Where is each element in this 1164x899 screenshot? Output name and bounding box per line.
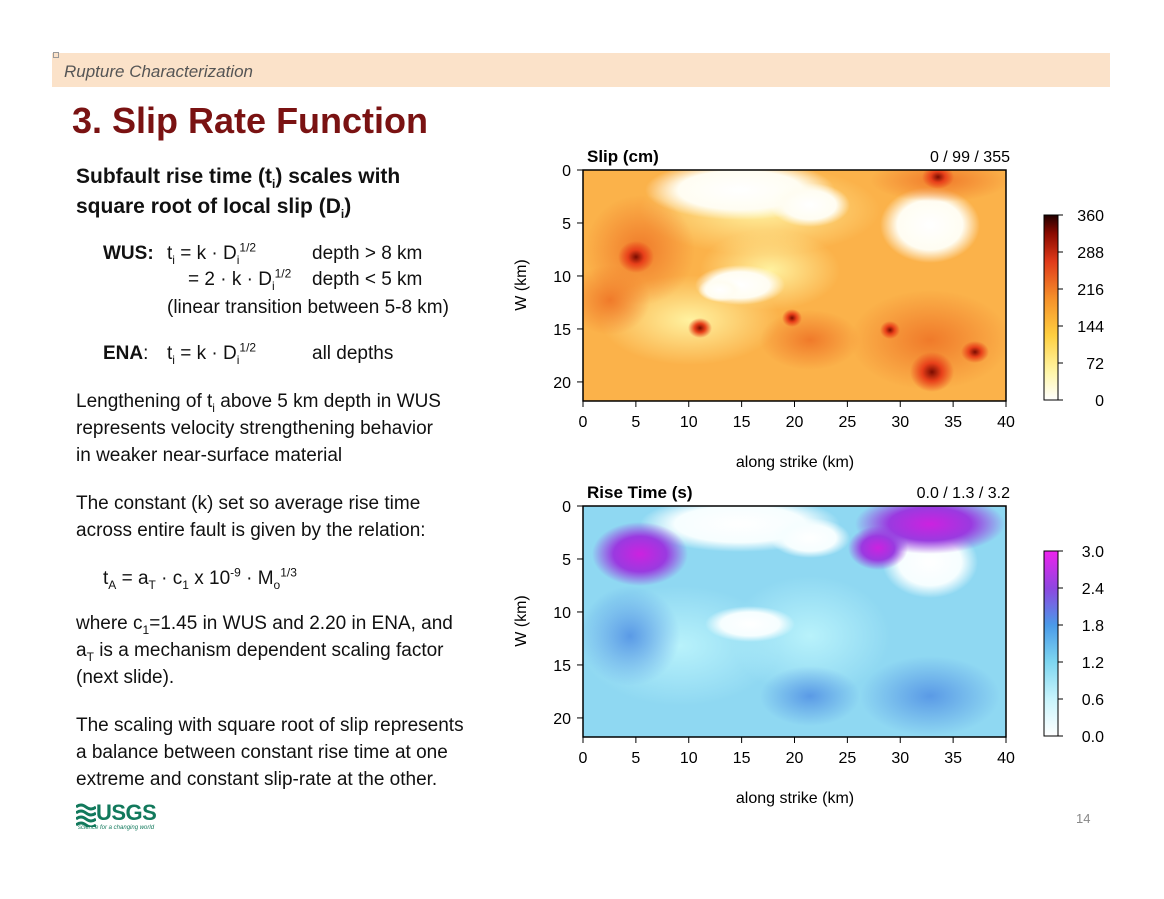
rt-xtick-label: 0	[579, 750, 588, 767]
ena-row: ENA:	[103, 343, 149, 364]
slip-xtick-label: 35	[944, 414, 962, 431]
slip-xtick-label: 40	[997, 414, 1015, 431]
page-number: 14	[1076, 811, 1091, 826]
rise-time-xlabel: along strike (km)	[736, 790, 854, 807]
rt-xtick-label: 35	[944, 750, 962, 767]
paragraph-constant: The constant (k) set so average rise tim…	[76, 493, 426, 541]
ena-cond: all depths	[312, 343, 394, 364]
rt-cb-label: 1.2	[1082, 655, 1104, 672]
rt-ytick-label: 0	[562, 499, 571, 516]
rt-cb-label: 0.0	[1082, 729, 1104, 746]
slip-ytick-label: 20	[553, 375, 571, 392]
slip-xlabel: along strike (km)	[736, 454, 854, 471]
slip-cb-label: 0	[1095, 393, 1104, 410]
rt-xtick-label: 30	[891, 750, 909, 767]
slip-cb-label: 72	[1086, 356, 1104, 373]
usgs-wave-icon	[76, 803, 96, 827]
slip-cb-label: 216	[1077, 282, 1104, 299]
slip-cb-label: 144	[1077, 319, 1104, 336]
slip-xtick-label: 30	[891, 414, 909, 431]
paragraph-lengthening: Lengthening of ti above 5 km depth in WU…	[76, 391, 441, 466]
slip-ytick-label: 0	[562, 163, 571, 180]
rt-xtick-label: 20	[786, 750, 804, 767]
rt-xtick-label: 40	[997, 750, 1015, 767]
paragraph-scaling: The scaling with square root of slip rep…	[76, 715, 464, 790]
rt-cb-label: 0.6	[1082, 692, 1104, 709]
rt-ytick-label: 5	[562, 552, 571, 569]
rt-ytick-label: 10	[553, 605, 571, 622]
slip-colorbar	[1043, 214, 1059, 401]
rt-cb-label: 3.0	[1082, 544, 1104, 561]
slip-cb-label: 360	[1077, 208, 1104, 225]
section-banner: Rupture Characterization	[52, 53, 1110, 87]
slip-ytick-label: 10	[553, 269, 571, 286]
rt-cb-label: 1.8	[1082, 618, 1104, 635]
corner-marker	[53, 52, 59, 58]
wus-cond-2: depth < 5 km	[312, 269, 423, 290]
heading: Subfault rise time (ti) scales with squa…	[76, 165, 401, 222]
wus-label: WUS:	[103, 243, 154, 264]
rt-ytick-label: 15	[553, 658, 571, 675]
wus-eq-2: = 2 · k · Di1/2	[188, 266, 292, 293]
wus-transition: (linear transition between 5-8 km)	[167, 297, 449, 318]
section-label: Rupture Characterization	[64, 62, 253, 81]
slip-xtick-label: 0	[579, 414, 588, 431]
slip-xtick-label: 20	[786, 414, 804, 431]
rise-time-map: Rise Time (s) 0.0 / 1.3 / 3.2 0 5 10 15 20 25…	[513, 483, 1104, 807]
slip-map: Slip (cm) 0 / 99 / 355 0 5 10 15 20 25 30 35 40 …	[513, 147, 1104, 471]
rt-xtick-label: 25	[838, 750, 856, 767]
slide-title: 3. Slip Rate Function	[72, 100, 429, 141]
slip-xtick-label: 5	[631, 414, 640, 431]
ena-eq: ti = k · Di1/2	[167, 340, 257, 367]
slip-xtick-label: 10	[680, 414, 698, 431]
rt-cb-label: 2.4	[1082, 581, 1104, 598]
slip-stats: 0 / 99 / 355	[930, 149, 1010, 166]
rise-time-title: Rise Time (s)	[587, 483, 693, 502]
usgs-logo: USGS science for a changing world	[76, 800, 157, 831]
slip-ylabel: W (km)	[513, 259, 530, 311]
slip-ytick-label: 15	[553, 322, 571, 339]
paragraph-where: where c1=1.45 in WUS and 2.20 in ENA, an…	[76, 613, 453, 688]
slip-xtick-label: 15	[733, 414, 751, 431]
rise-time-stats: 0.0 / 1.3 / 3.2	[917, 485, 1011, 502]
rise-time-ylabel: W (km)	[513, 595, 530, 647]
slip-cb-label: 288	[1077, 245, 1104, 262]
rt-xtick-label: 15	[733, 750, 751, 767]
wus-eq-1: ti = k · Di1/2	[167, 240, 257, 267]
slip-title: Slip (cm)	[587, 147, 659, 166]
wus-cond-1: depth > 8 km	[312, 243, 423, 264]
slip-ytick-label: 5	[562, 216, 571, 233]
rise-time-colorbar	[1043, 550, 1059, 737]
rt-xtick-label: 10	[680, 750, 698, 767]
average-rise-time-formula: tA = aT · c1 x 10-9 · Mo1/3	[103, 565, 297, 592]
rt-xtick-label: 5	[631, 750, 640, 767]
slip-xtick-label: 25	[838, 414, 856, 431]
rt-ytick-label: 20	[553, 711, 571, 728]
